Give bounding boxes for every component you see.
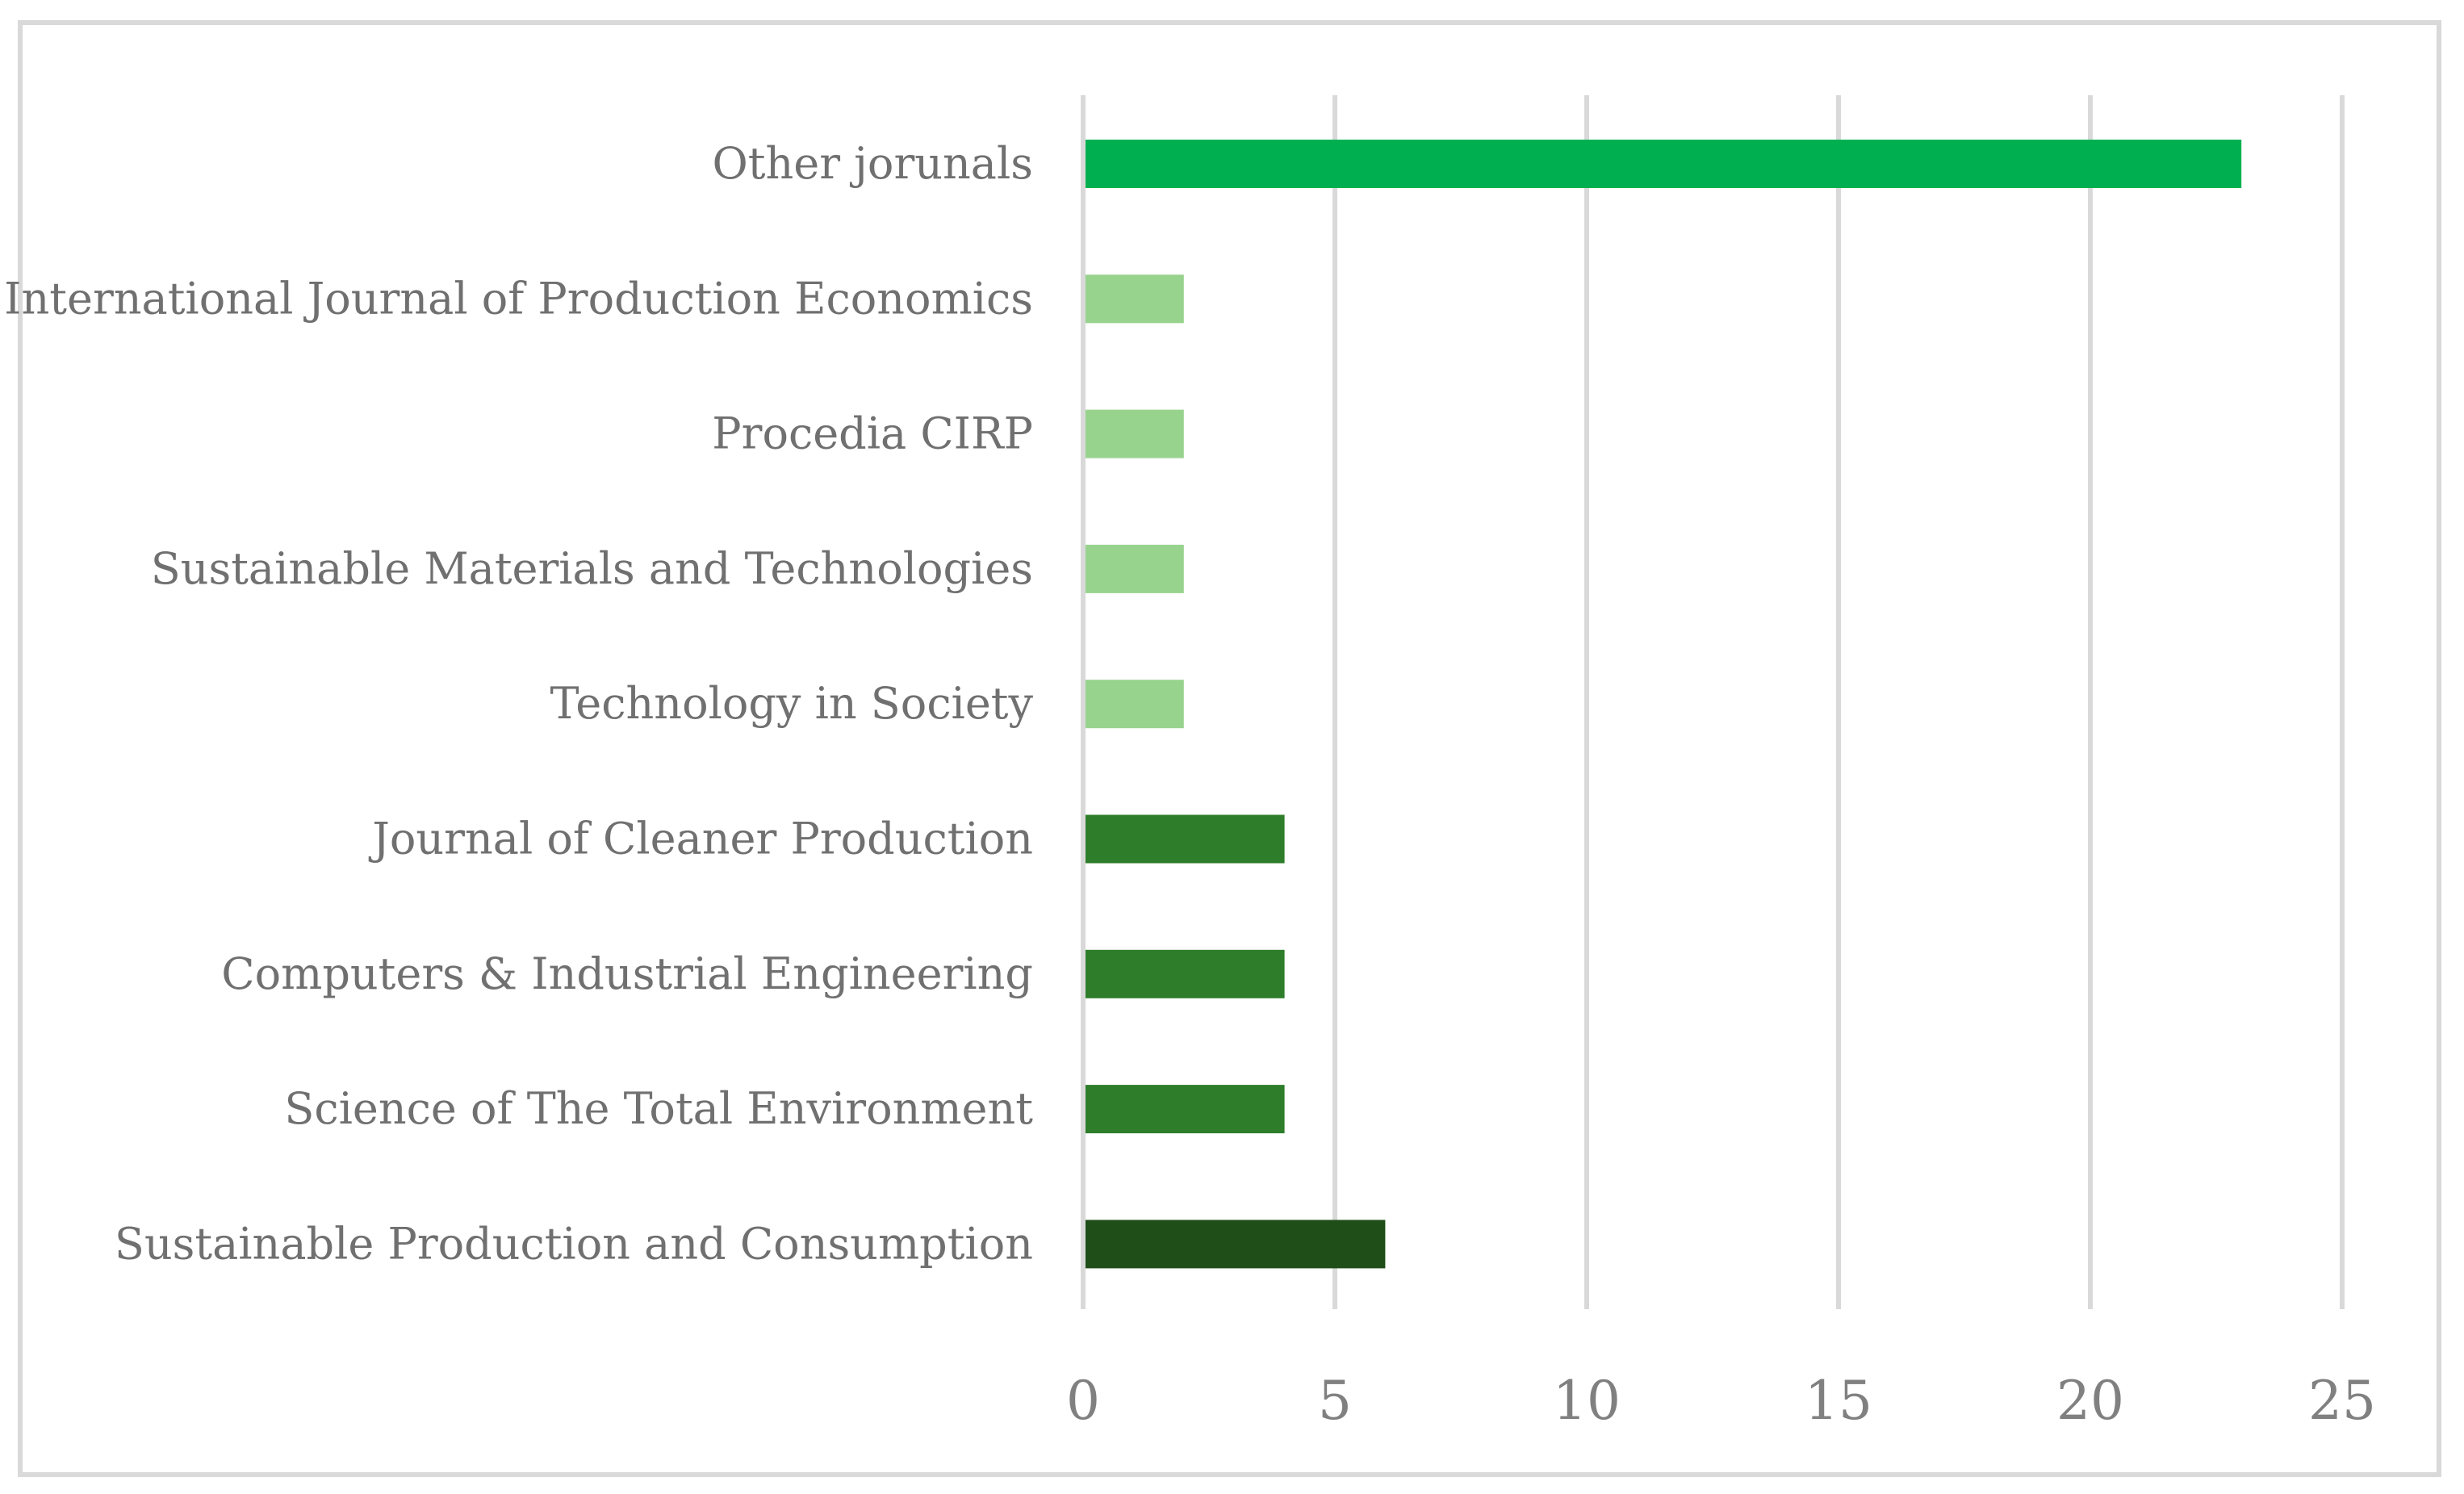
bar xyxy=(1086,140,2242,188)
bar xyxy=(1086,1220,1386,1269)
bar xyxy=(1086,949,1285,998)
bar xyxy=(1086,814,1285,864)
x-tick-label: 5 xyxy=(1318,1370,1352,1432)
x-tick-label: 20 xyxy=(2056,1370,2124,1432)
category-label: Other jorunals xyxy=(713,138,1034,189)
x-tick-label: 0 xyxy=(1066,1370,1100,1432)
category-label: Computers & Industrial Engineering xyxy=(221,948,1033,999)
x-tick-label: 25 xyxy=(2308,1370,2376,1432)
category-label: Journal of Cleaner Production xyxy=(368,814,1033,864)
x-tick-label: 10 xyxy=(1553,1370,1621,1432)
bar xyxy=(1086,409,1184,458)
category-label: Procedia CIRP xyxy=(712,408,1033,459)
bar xyxy=(1086,1085,1285,1134)
bar xyxy=(1086,274,1184,324)
category-label: Sustainable Materials and Technologies xyxy=(151,543,1033,594)
bar xyxy=(1086,680,1184,729)
x-axis-tick-labels: 0 5 10 15 20 25 xyxy=(1066,1370,2376,1432)
bars xyxy=(1086,140,2242,1269)
x-tick-label: 15 xyxy=(1805,1370,1872,1432)
bar xyxy=(1086,544,1184,593)
gridlines xyxy=(1081,95,2345,1309)
category-label: Technology in Society xyxy=(550,678,1033,729)
category-label: Sustainable Production and Consumption xyxy=(115,1218,1033,1269)
category-labels: Other jorunals International Journal of P… xyxy=(4,138,1033,1269)
category-label: Science of The Total Environment xyxy=(284,1083,1033,1134)
category-label: International Journal of Production Econ… xyxy=(4,273,1033,324)
